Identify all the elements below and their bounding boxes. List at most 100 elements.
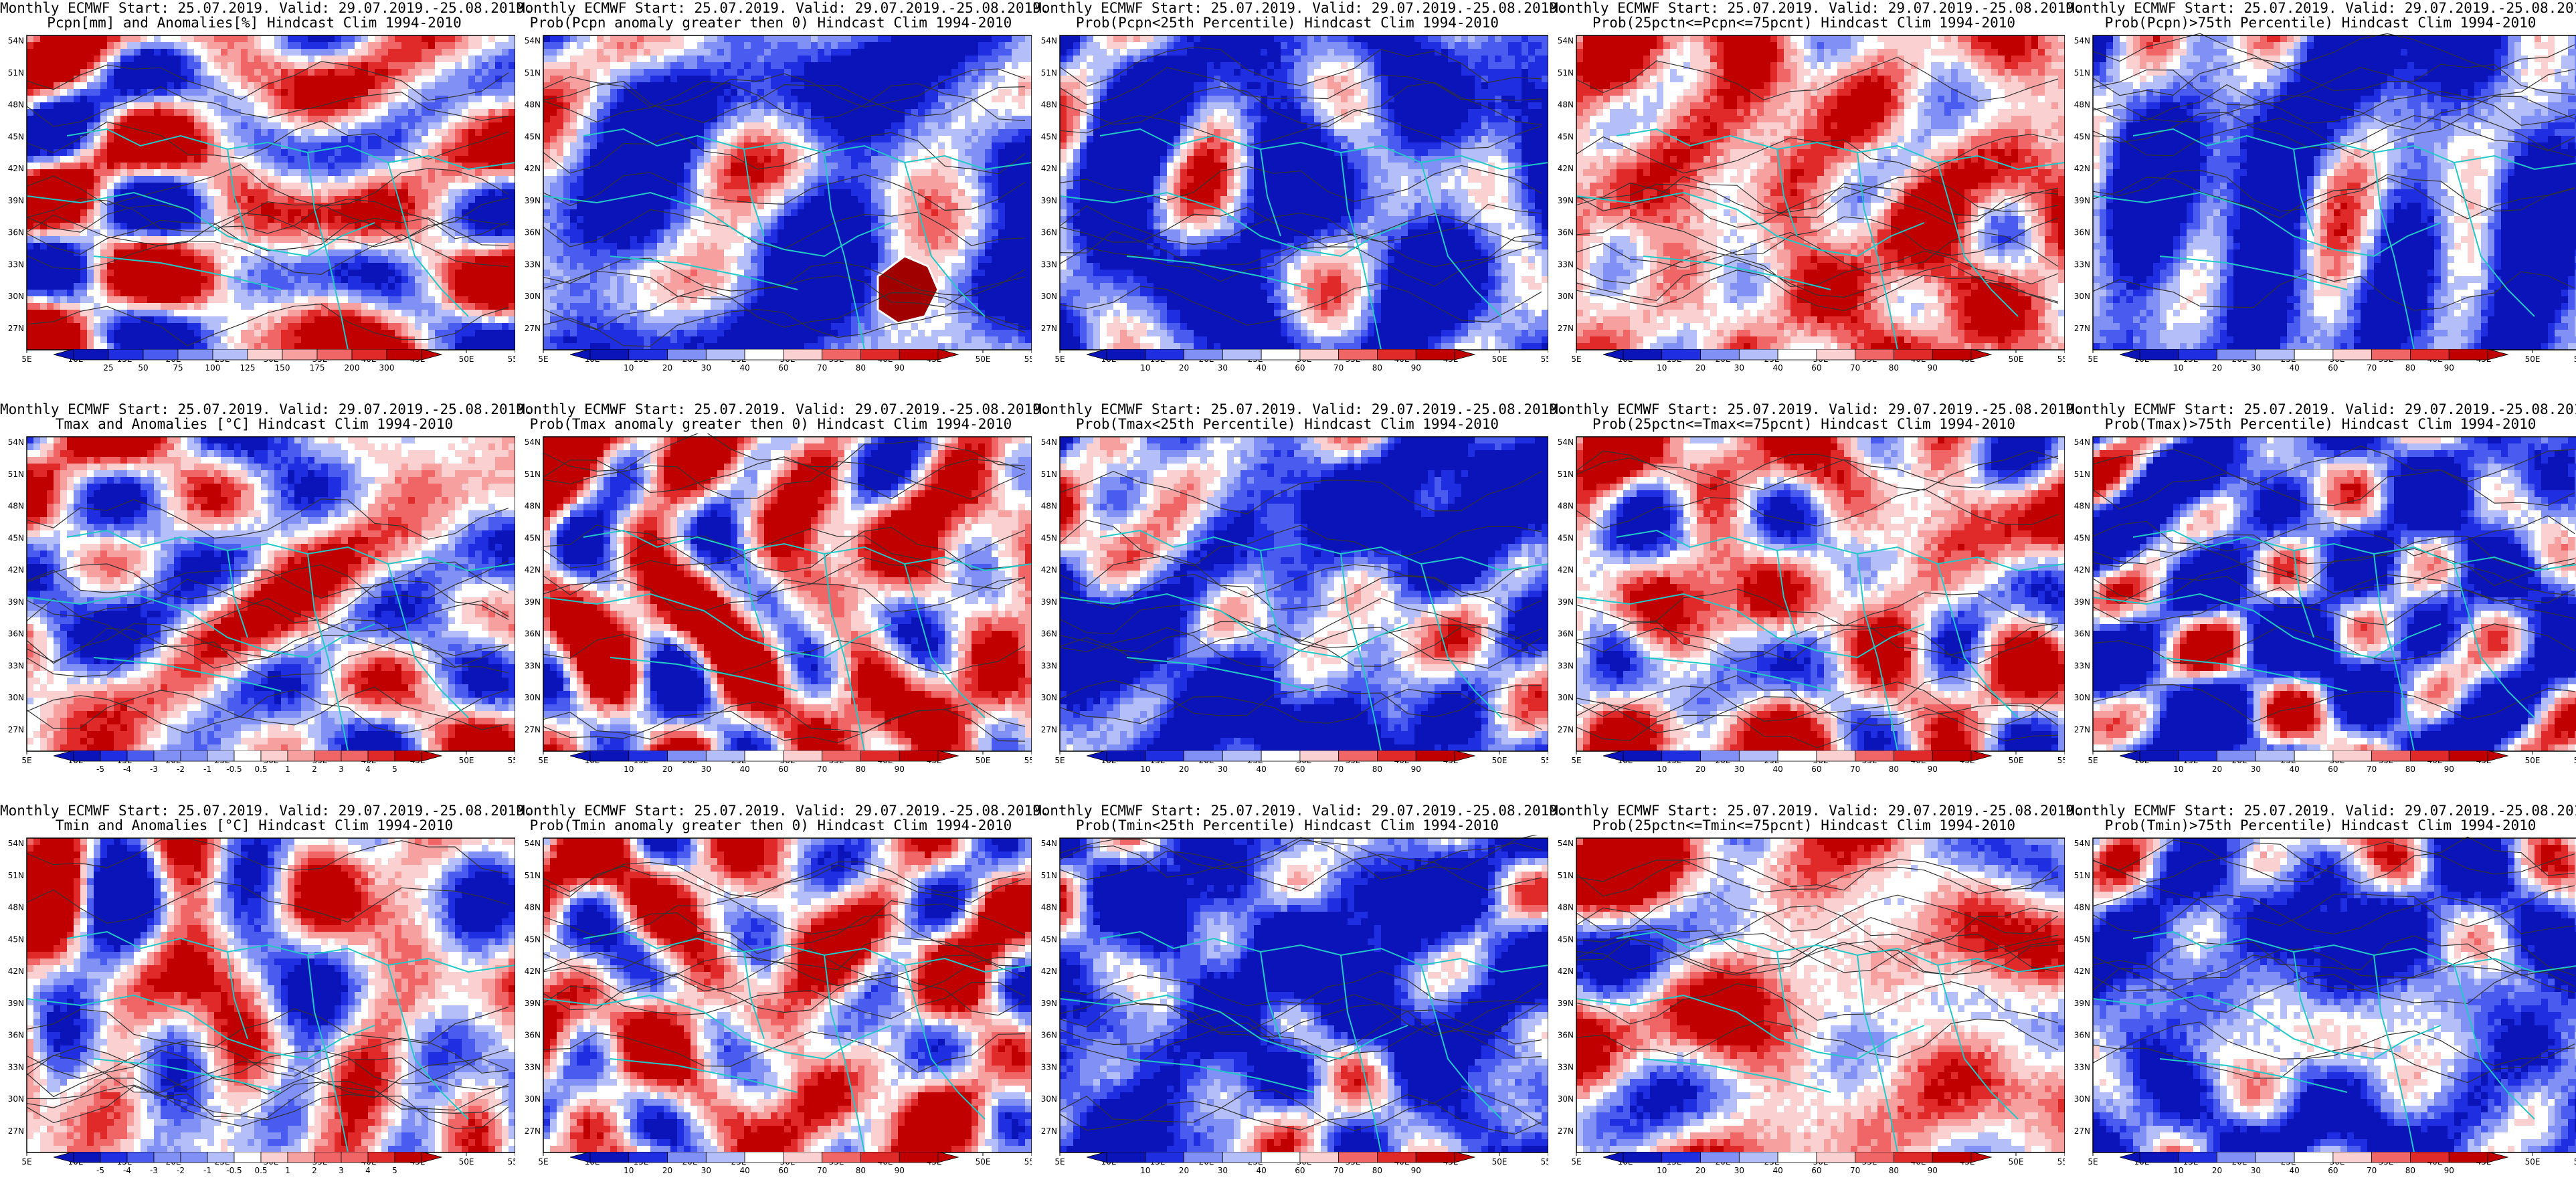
lat-tick-label: 27N — [8, 725, 24, 734]
lat-tick-label: 51N — [1558, 470, 1574, 479]
lat-tick-label: 27N — [525, 1126, 541, 1136]
lat-tick-label: 27N — [1041, 725, 1057, 734]
colorbar-tick-label: 10 — [2173, 363, 2183, 373]
colorbar-tick-label: 90 — [2444, 363, 2454, 373]
colorbar: 10 20 30 40 60 70 80 90 — [1087, 1152, 1476, 1175]
lat-tick-label: 51N — [1041, 871, 1057, 880]
lat-tick-label: 30N — [1041, 693, 1057, 702]
lat-tick-label: 39N — [525, 196, 541, 205]
lat-tick-label: 51N — [525, 68, 541, 78]
panel-title-line2: Prob(Tmin<25th Percentile) Hindcast Clim… — [1033, 817, 1542, 833]
panel-title-line1: Monthly ECMWF Start: 25.07.2019. Valid: … — [517, 803, 1050, 819]
lon-tick-label: 55E — [2574, 756, 2576, 765]
panel-title-line1: Monthly ECMWF Start: 25.07.2019. Valid: … — [1033, 401, 1566, 417]
lat-tick-label: 45N — [1041, 934, 1057, 944]
lon-tick-label: 5E — [21, 756, 31, 765]
panel-title-line1: Monthly ECMWF Start: 25.07.2019. Valid: … — [2066, 0, 2576, 16]
lon-tick-label: 55E — [1024, 756, 1032, 765]
colorbar-tick-label: 25 — [103, 363, 113, 373]
lat-tick-label: 48N — [1558, 502, 1574, 511]
lat-tick-label: 45N — [525, 934, 541, 944]
lat-tick-label: 54N — [1558, 839, 1574, 848]
colorbar-tick-label: 5 — [392, 765, 397, 774]
colorbar-tick-label: 200 — [345, 363, 360, 373]
lon-tick-label: 55E — [2057, 756, 2065, 765]
panel-title-line2: Pcpn[mm] and Anomalies[%] Hindcast Clim … — [0, 15, 509, 31]
lat-tick-label: 30N — [8, 693, 24, 702]
colorbar: 10 20 30 40 60 70 80 90 — [570, 349, 959, 373]
colorbar-tick-label: 70 — [1333, 1166, 1344, 1175]
panel-title-line1: Monthly ECMWF Start: 25.07.2019. Valid: … — [1550, 803, 2083, 819]
lat-tick-label: 39N — [1041, 597, 1057, 607]
lat-tick-label: 33N — [8, 661, 24, 670]
lat-tick-label: 45N — [8, 533, 24, 542]
lat-tick-label: 33N — [1558, 661, 1574, 670]
map-panel: Monthly ECMWF Start: 25.07.2019. Valid: … — [0, 0, 533, 395]
colorbar-tick-label: 40 — [1772, 363, 1782, 373]
lat-tick-label: 51N — [2074, 871, 2090, 880]
lat-tick-label: 51N — [2074, 68, 2090, 78]
map-panel: Monthly ECMWF Start: 25.07.2019. Valid: … — [2066, 0, 2576, 395]
lat-tick-label: 42N — [8, 565, 24, 575]
lon-tick-label: 5E — [538, 756, 548, 765]
colorbar-tick-label: 20 — [1179, 1166, 1189, 1175]
forecast-map: 5E10E15E20E25E30E35E40E45E50E55E54N51N48… — [1558, 35, 2065, 364]
lon-tick-label: 5E — [1571, 756, 1581, 765]
lat-tick-label: 36N — [1558, 629, 1574, 639]
colorbar-tick-label: 30 — [2251, 363, 2261, 373]
colorbar-tick-label: 40 — [1256, 363, 1266, 373]
colorbar-tick-label: 80 — [856, 1166, 866, 1175]
lat-tick-label: 54N — [525, 839, 541, 848]
colorbar-tick-label: 0.5 — [254, 765, 267, 774]
colorbar-tick-label: 70 — [1333, 363, 1344, 373]
lat-tick-label: 36N — [1558, 228, 1574, 237]
panel-title-line2: Tmax and Anomalies [°C] Hindcast Clim 19… — [0, 416, 509, 432]
lat-tick-label: 42N — [525, 967, 541, 976]
panel-title-line2: Prob(25pctn<=Tmin<=75pcnt) Hindcast Clim… — [1550, 817, 2058, 833]
colorbar: -5 -4 -3 -2 -1 -0.5 0.5 1 2 3 4 5 — [54, 750, 443, 774]
colorbar-tick-label: 80 — [1372, 1166, 1382, 1175]
lon-tick-label: 5E — [538, 355, 548, 364]
colorbar-tick-label: -3 — [150, 1166, 158, 1175]
lon-tick-label: 5E — [2088, 1157, 2098, 1167]
lat-tick-label: 30N — [8, 292, 24, 301]
colorbar-tick-label: 3 — [339, 765, 344, 774]
forecast-map: 5E10E15E20E25E30E35E40E45E50E55E54N51N48… — [8, 436, 515, 765]
lat-tick-label: 39N — [2074, 196, 2090, 205]
lat-tick-label: 54N — [1041, 839, 1057, 848]
lat-tick-label: 39N — [525, 999, 541, 1008]
map-panel: Monthly ECMWF Start: 25.07.2019. Valid: … — [1033, 401, 1566, 796]
lat-tick-label: 27N — [1041, 324, 1057, 333]
map-panel: Monthly ECMWF Start: 25.07.2019. Valid: … — [0, 803, 533, 1197]
lat-tick-label: 48N — [525, 100, 541, 110]
colorbar-tick-label: 20 — [1179, 363, 1189, 373]
colorbar-tick-label: 80 — [2405, 1166, 2415, 1175]
lat-tick-label: 54N — [8, 36, 24, 45]
colorbar-tick-label: 20 — [1179, 765, 1189, 774]
lat-tick-label: 54N — [525, 36, 541, 45]
lat-tick-label: 36N — [2074, 629, 2090, 639]
panel-title-line2: Prob(Tmax)>75th Percentile) Hindcast Cli… — [2066, 416, 2575, 432]
colorbar-tick-label: 70 — [2367, 363, 2377, 373]
lat-tick-label: 45N — [525, 533, 541, 542]
map-panel: Monthly ECMWF Start: 25.07.2019. Valid: … — [1550, 0, 2083, 395]
colorbar-tick-label: 20 — [662, 1166, 672, 1175]
colorbar-tick-label: 10 — [2173, 1166, 2183, 1175]
lon-tick-label: 50E — [459, 1157, 474, 1167]
lon-tick-label: 50E — [976, 756, 991, 765]
colorbar-tick-label: 75 — [173, 363, 183, 373]
lat-tick-label: 51N — [8, 871, 24, 880]
colorbar-tick-label: 20 — [2212, 363, 2222, 373]
lat-tick-label: 48N — [1041, 903, 1057, 912]
colorbar: 10 20 30 40 60 70 80 90 — [1603, 1152, 1993, 1175]
lat-tick-label: 27N — [525, 725, 541, 734]
colorbar-tick-label: 40 — [1256, 1166, 1266, 1175]
lat-tick-label: 42N — [2074, 967, 2090, 976]
lat-tick-label: 30N — [2074, 1094, 2090, 1104]
lon-tick-label: 55E — [508, 1157, 515, 1167]
colorbar-tick-label: -5 — [96, 1166, 104, 1175]
lat-tick-label: 48N — [2074, 100, 2090, 110]
lat-tick-label: 42N — [1041, 565, 1057, 575]
colorbar-tick-label: 60 — [778, 363, 788, 373]
map-panel: Monthly ECMWF Start: 25.07.2019. Valid: … — [0, 401, 533, 796]
